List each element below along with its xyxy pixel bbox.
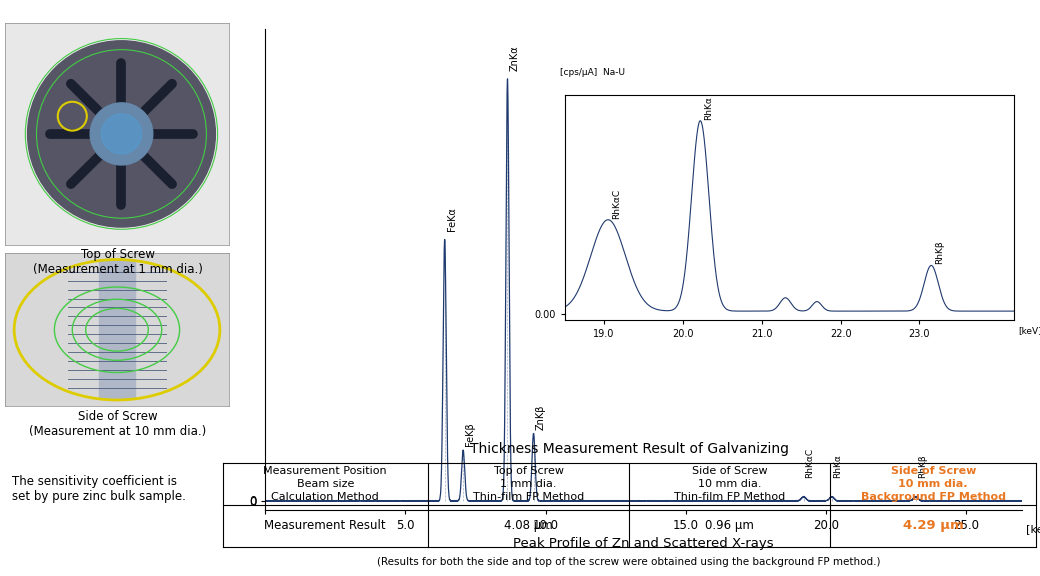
Text: ZnKα: ZnKα bbox=[510, 46, 520, 71]
Text: Top of Screw
1 mm dia.
Thin-film FP Method: Top of Screw 1 mm dia. Thin-film FP Meth… bbox=[473, 465, 584, 502]
Bar bbox=[99, 261, 135, 399]
Text: RhKβ: RhKβ bbox=[917, 454, 927, 478]
Circle shape bbox=[90, 103, 153, 165]
Text: 4.29 μm: 4.29 μm bbox=[903, 520, 964, 532]
Text: FeKβ: FeKβ bbox=[466, 423, 475, 446]
Text: Measurement Result: Measurement Result bbox=[264, 520, 386, 532]
Text: Side of Screw
10 mm dia.
Thin-film FP Method: Side of Screw 10 mm dia. Thin-film FP Me… bbox=[674, 465, 785, 502]
Text: 0: 0 bbox=[250, 495, 257, 508]
Text: 0.96 μm: 0.96 μm bbox=[705, 520, 754, 532]
Text: [keV]: [keV] bbox=[1026, 524, 1040, 534]
Text: Side of Screw
10 mm dia.
Background FP Method: Side of Screw 10 mm dia. Background FP M… bbox=[861, 465, 1006, 502]
Circle shape bbox=[101, 114, 141, 154]
Text: The sensitivity coefficient is
set by pure zinc bulk sample.: The sensitivity coefficient is set by pu… bbox=[12, 475, 186, 503]
Text: FeKα: FeKα bbox=[447, 207, 457, 232]
Text: RhKβ: RhKβ bbox=[935, 241, 944, 264]
Text: Measurement Position
Beam size
Calculation Method: Measurement Position Beam size Calculati… bbox=[263, 465, 387, 502]
Text: Top of Screw
(Measurement at 1 mm dia.): Top of Screw (Measurement at 1 mm dia.) bbox=[32, 248, 203, 276]
Text: RhKα: RhKα bbox=[704, 96, 713, 120]
Text: ZnKβ: ZnKβ bbox=[536, 404, 546, 430]
Text: Side of Screw
(Measurement at 10 mm dia.): Side of Screw (Measurement at 10 mm dia.… bbox=[29, 410, 206, 438]
Text: RhKαC: RhKαC bbox=[806, 448, 814, 478]
Circle shape bbox=[28, 41, 215, 227]
X-axis label: Peak Profile of Zn and Scattered X-rays: Peak Profile of Zn and Scattered X-rays bbox=[514, 537, 774, 550]
Text: [cps/μA]  Na-U: [cps/μA] Na-U bbox=[561, 68, 625, 77]
Text: [keV]: [keV] bbox=[1018, 327, 1040, 335]
Text: 4.08 μm: 4.08 μm bbox=[504, 520, 553, 532]
Text: RhKα: RhKα bbox=[834, 454, 842, 478]
Text: Thickness Measurement Result of Galvanizing: Thickness Measurement Result of Galvaniz… bbox=[470, 442, 788, 456]
Text: RhKαC: RhKαC bbox=[612, 189, 621, 219]
Text: (Results for both the side and top of the screw were obtained using the backgrou: (Results for both the side and top of th… bbox=[378, 556, 881, 567]
